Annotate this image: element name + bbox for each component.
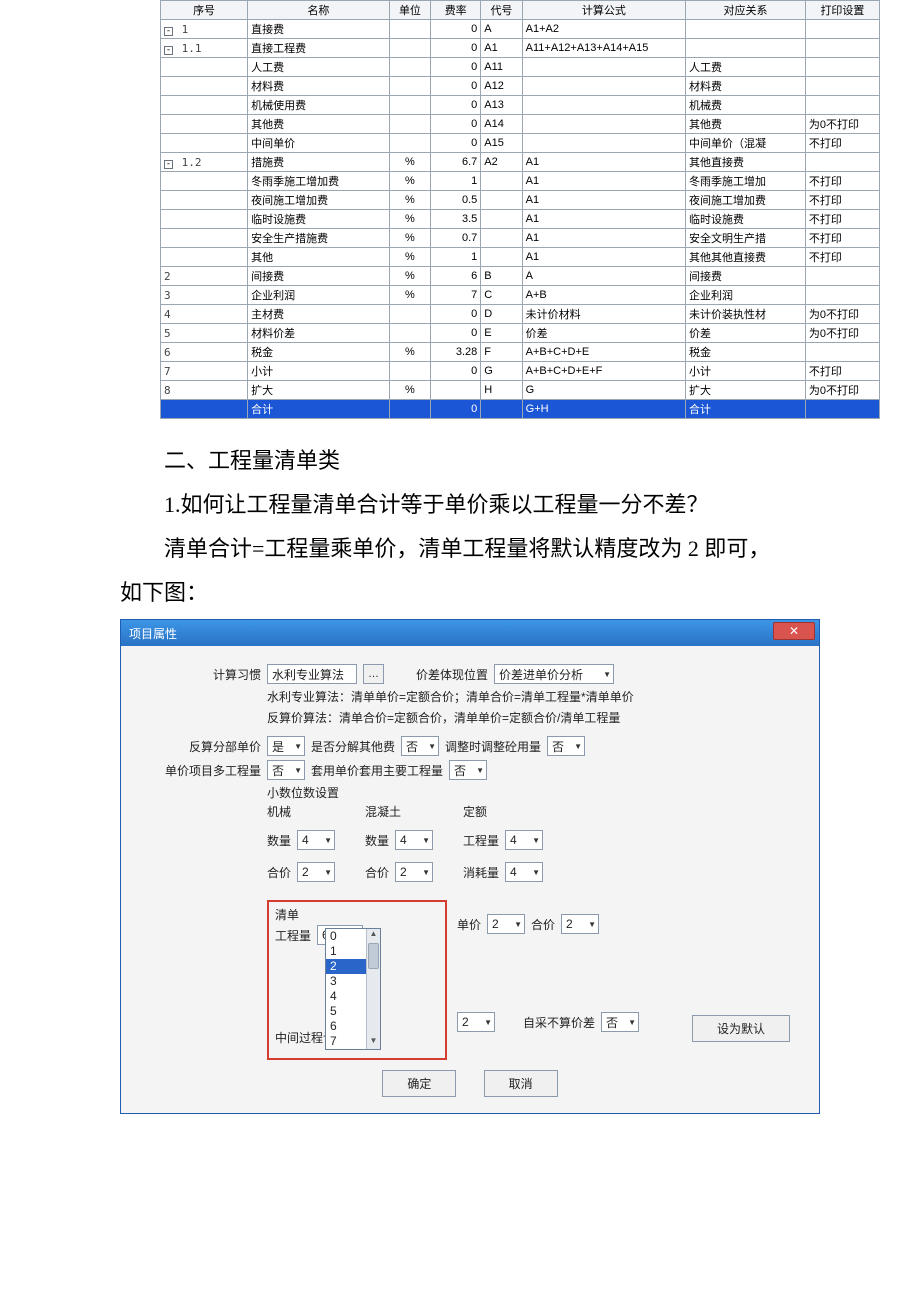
table-row[interactable]: 合计0G+H合计 xyxy=(161,400,880,419)
bill-unitprice-select[interactable]: 2▼ xyxy=(487,914,525,934)
conc-qty-label: 数量 xyxy=(365,832,389,849)
table-row[interactable]: 7小计0GA+B+C+D+E+F小计不打印 xyxy=(161,362,880,381)
price-pos-label: 价差体现位置 xyxy=(416,666,488,683)
bill-total-select[interactable]: 2▼ xyxy=(561,914,599,934)
bill-total-label: 合价 xyxy=(531,916,555,933)
multi-qty-label: 单价项目多工程量 xyxy=(151,762,261,779)
split-other-select[interactable]: 否▼ xyxy=(401,736,439,756)
properties-dialog: 项目属性 ✕ 计算习惯 水利专业算法 … 价差体现位置 价差进单价分析▼ 水利专… xyxy=(120,619,820,1114)
calc-habit-select[interactable]: 水利专业算法 xyxy=(267,664,357,684)
collapse-icon[interactable]: - xyxy=(164,160,173,169)
table-row[interactable]: 材料费0A12材料费 xyxy=(161,77,880,96)
decimals-group-label: 小数位数设置 xyxy=(267,784,789,801)
quota-projqty-label: 工程量 xyxy=(463,832,499,849)
self-nodiff-label: 自采不算价差 xyxy=(523,1014,595,1031)
conc-header: 混凝土 xyxy=(365,803,433,820)
answer-1b: 如下图： xyxy=(120,571,840,615)
question-1: 1.如何让工程量清单合计等于单价乘以工程量一分不差？ xyxy=(120,483,840,527)
bill-unitprice-label: 单价 xyxy=(457,916,481,933)
table-row[interactable]: 8扩大%HG扩大为0不打印 xyxy=(161,381,880,400)
table-header[interactable]: 计算公式 xyxy=(522,1,685,20)
set-default-button[interactable]: 设为默认 xyxy=(692,1015,790,1042)
table-header[interactable]: 序号 xyxy=(161,1,248,20)
mech-qty-select[interactable]: 4▼ xyxy=(297,830,335,850)
calc-habit-label: 计算习惯 xyxy=(151,666,261,683)
adjust-conc-select[interactable]: 否▼ xyxy=(547,736,585,756)
table-row[interactable]: - 1.2措施费%6.7A2A1其他直接费 xyxy=(161,153,880,172)
mech-total-label: 合价 xyxy=(267,864,291,881)
table-header[interactable]: 对应关系 xyxy=(686,1,806,20)
table-row[interactable]: 机械使用费0A13机械费 xyxy=(161,96,880,115)
bill-qty-label: 工程量 xyxy=(275,927,311,944)
use-main-qty-label: 套用单价套用主要工程量 xyxy=(311,762,443,779)
back-split-label: 反算分部单价 xyxy=(151,738,261,755)
table-header[interactable]: 单位 xyxy=(389,1,430,20)
cost-table: 序号名称单位费率代号计算公式对应关系打印设置 - 1直接费0AA1+A2 - 1… xyxy=(160,0,880,419)
adjust-conc-label: 调整时调整砼用量 xyxy=(445,738,541,755)
table-row[interactable]: 其他费0A14其他费为0不打印 xyxy=(161,115,880,134)
conc-total-label: 合价 xyxy=(365,864,389,881)
quota-projqty-select[interactable]: 4▼ xyxy=(505,830,543,850)
table-row[interactable]: - 1直接费0AA1+A2 xyxy=(161,20,880,39)
price-pos-select[interactable]: 价差进单价分析▼ xyxy=(494,664,614,684)
table-header[interactable]: 代号 xyxy=(481,1,522,20)
answer-1a: 清单合计=工程量乘单价，清单工程量将默认精度改为 2 即可， xyxy=(120,527,840,571)
conc-qty-select[interactable]: 4▼ xyxy=(395,830,433,850)
dialog-titlebar[interactable]: 项目属性 ✕ xyxy=(121,620,819,646)
collapse-icon[interactable]: - xyxy=(164,27,173,36)
dropdown-scrollbar[interactable]: ▲▼ xyxy=(366,929,380,1049)
dialog-title: 项目属性 xyxy=(129,625,177,642)
back-split-select[interactable]: 是▼ xyxy=(267,736,305,756)
conc-total-select[interactable]: 2▼ xyxy=(395,862,433,882)
mech-qty-label: 数量 xyxy=(267,832,291,849)
table-row[interactable]: 3企业利润%7CA+B企业利润 xyxy=(161,286,880,305)
collapse-icon[interactable]: - xyxy=(164,46,173,55)
bill-header: 清单 xyxy=(275,906,439,923)
bill-qty-dropdown[interactable]: 01234567 ▲▼ xyxy=(325,928,381,1050)
split-other-label: 是否分解其他费 xyxy=(311,738,395,755)
table-row[interactable]: 中间单价0A15中间单价（混凝不打印 xyxy=(161,134,880,153)
bill-highlight-box: 清单 工程量 6▼ 01234567 ▲▼ xyxy=(267,900,447,1060)
section-heading: 二、工程量清单类 xyxy=(120,439,840,483)
table-row[interactable]: 安全生产措施费%0.7A1安全文明生产措不打印 xyxy=(161,229,880,248)
self-nodiff-select[interactable]: 否▼ xyxy=(601,1012,639,1032)
multi-qty-select[interactable]: 否▼ xyxy=(267,760,305,780)
table-row[interactable]: - 1.1直接工程费0A1A11+A12+A13+A14+A15 xyxy=(161,39,880,58)
calc-habit-more-button[interactable]: … xyxy=(363,664,384,684)
quota-consume-label: 消耗量 xyxy=(463,864,499,881)
mech-header: 机械 xyxy=(267,803,335,820)
table-row[interactable]: 临时设施费%3.5A1临时设施费不打印 xyxy=(161,210,880,229)
cancel-button[interactable]: 取消 xyxy=(484,1070,558,1097)
close-icon[interactable]: ✕ xyxy=(773,622,815,640)
table-row[interactable]: 2间接费%6BA间接费 xyxy=(161,267,880,286)
quota-header: 定额 xyxy=(463,803,543,820)
mid-calc-select[interactable]: 2▼ xyxy=(457,1012,495,1032)
table-row[interactable]: 夜间施工增加费%0.5A1夜间施工增加费不打印 xyxy=(161,191,880,210)
ok-button[interactable]: 确定 xyxy=(382,1070,456,1097)
table-header[interactable]: 名称 xyxy=(248,1,390,20)
table-row[interactable]: 其他%1A1其他其他直接费不打印 xyxy=(161,248,880,267)
table-header[interactable]: 费率 xyxy=(431,1,481,20)
table-header[interactable]: 打印设置 xyxy=(805,1,879,20)
table-row[interactable]: 5材料价差0E价差价差为0不打印 xyxy=(161,324,880,343)
note-line-1: 水利专业算法：清单单价=定额合价；清单合价=清单工程量*清单单价 xyxy=(267,688,789,705)
table-row[interactable]: 人工费0A11人工费 xyxy=(161,58,880,77)
table-row[interactable]: 冬雨季施工增加费%1A1冬雨季施工增加不打印 xyxy=(161,172,880,191)
quota-consume-select[interactable]: 4▼ xyxy=(505,862,543,882)
table-row[interactable]: 6税金%3.28FA+B+C+D+E税金 xyxy=(161,343,880,362)
note-line-2: 反算价算法：清单合价=定额合价，清单单价=定额合价/清单工程量 xyxy=(267,709,789,726)
use-main-qty-select[interactable]: 否▼ xyxy=(449,760,487,780)
table-row[interactable]: 4主材费0D未计价材料未计价装执性材为0不打印 xyxy=(161,305,880,324)
mech-total-select[interactable]: 2▼ xyxy=(297,862,335,882)
